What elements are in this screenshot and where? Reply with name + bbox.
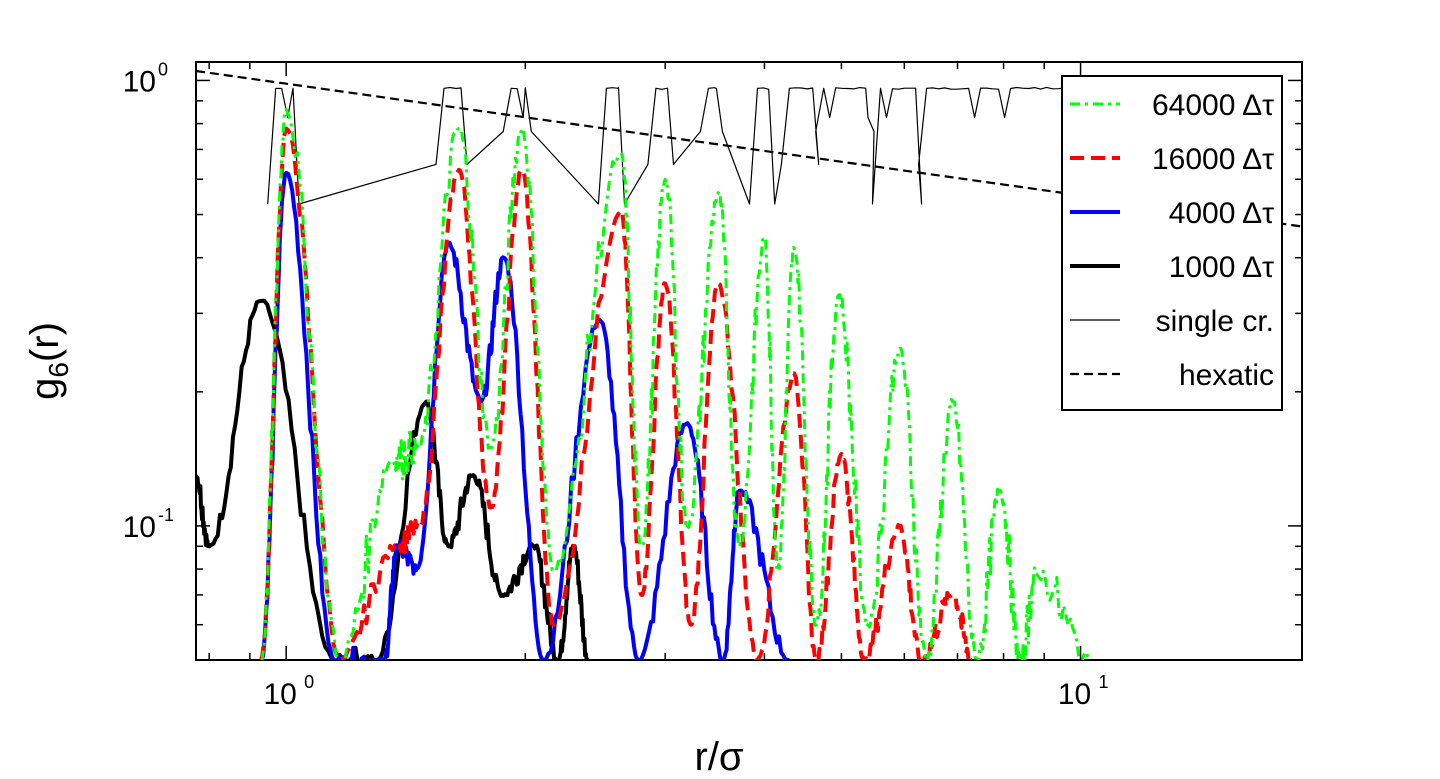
legend-label: single cr. — [1156, 305, 1274, 338]
y-axis-label: g6(r) — [23, 322, 74, 400]
series-line-4000- — [259, 170, 790, 660]
series-line-64000- — [260, 108, 1092, 660]
plot-frame — [195, 61, 1303, 661]
series-layer — [196, 69, 1302, 660]
axes-layer: 10 0 10 110 -110 0 — [123, 59, 1302, 711]
x-tick-exponent: 1 — [1099, 672, 1109, 692]
legend-label: 1000 Δτ — [1169, 251, 1274, 284]
x-tick-label: 10 — [263, 678, 296, 711]
x-tick-label: 10 — [1058, 678, 1091, 711]
y-tick-label: 10 — [123, 65, 156, 98]
y-tick-label: 10 — [123, 511, 156, 544]
series-line-1000- — [196, 298, 590, 660]
legend-label: 16000 Δτ — [1152, 143, 1274, 176]
x-axis-label: r/σ — [694, 735, 743, 779]
legend-box — [1061, 75, 1283, 411]
legend-label: hexatic — [1179, 359, 1274, 392]
series-line-single-cr- — [267, 86, 1104, 205]
legend: 64000 Δτ 16000 Δτ 4000 Δτ 1000 Δτ single cr.… — [1061, 75, 1283, 411]
series-line-16000- — [259, 126, 974, 660]
y-tick-exponent: -1 — [158, 505, 174, 525]
x-tick-exponent: 0 — [304, 672, 314, 692]
legend-label: 64000 Δτ — [1152, 89, 1274, 122]
y-tick-exponent: 0 — [158, 59, 168, 79]
legend-label: 4000 Δτ — [1169, 197, 1274, 230]
